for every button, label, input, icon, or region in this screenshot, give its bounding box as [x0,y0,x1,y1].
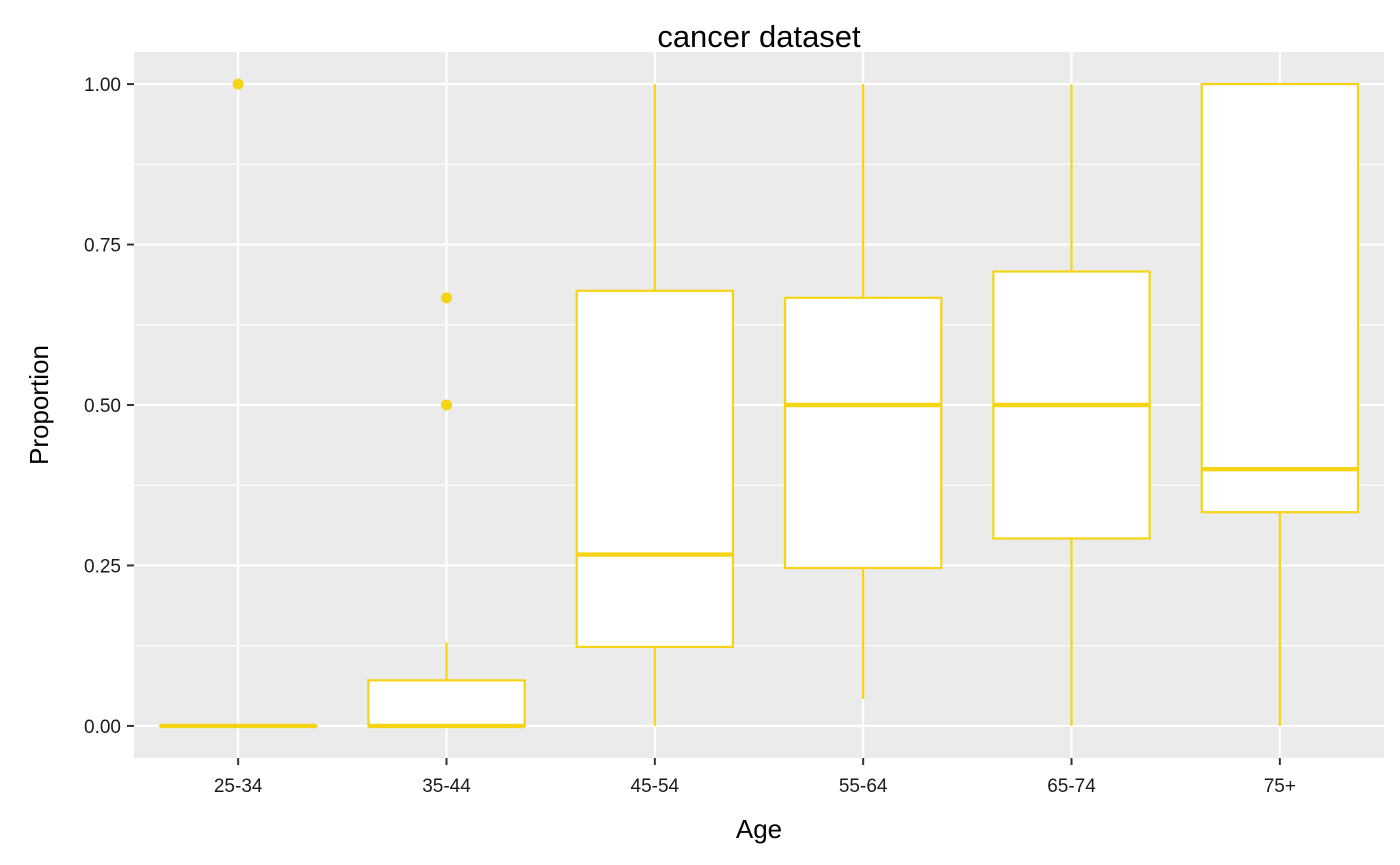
minor-gridlines [134,163,1384,647]
x-axis: 25-34 35-44 45-54 55-64 65-74 75+ [214,758,1296,797]
y-tick-label: 1.00 [84,75,121,96]
box-55-64 [783,84,943,699]
box-iqr [1200,82,1360,514]
chart-title: cancer dataset [657,19,861,54]
x-tick-label: 25-34 [214,776,263,797]
x-tick-label: 35-44 [422,776,471,797]
y-tick-label: 0.25 [84,556,121,577]
box-iqr [367,679,526,728]
y-tick-label: 0.75 [84,236,121,257]
x-tick-label: 65-74 [1047,776,1096,797]
outlier-point [232,78,244,90]
x-axis-title: Age [736,814,782,844]
y-tick-label: 0.00 [84,717,121,738]
box-iqr [575,289,735,649]
y-tick-label: 0.50 [84,396,121,417]
box-45-54 [575,84,735,726]
box-25-34 [158,78,318,729]
outlier-point [441,399,452,411]
x-tick-label: 55-64 [839,776,888,797]
box-35-44 [367,292,526,729]
x-tick-label: 75+ [1264,776,1296,797]
y-axis-title: Proportion [24,345,54,465]
boxes-layer [158,78,1360,729]
box-iqr [783,296,943,570]
outlier-point [441,292,452,304]
box-75+ [1200,82,1360,726]
y-axis: 0.00 0.25 0.50 0.75 1.00 [84,75,134,738]
box-65-74 [992,84,1151,726]
x-tick-label: 45-54 [631,776,680,797]
